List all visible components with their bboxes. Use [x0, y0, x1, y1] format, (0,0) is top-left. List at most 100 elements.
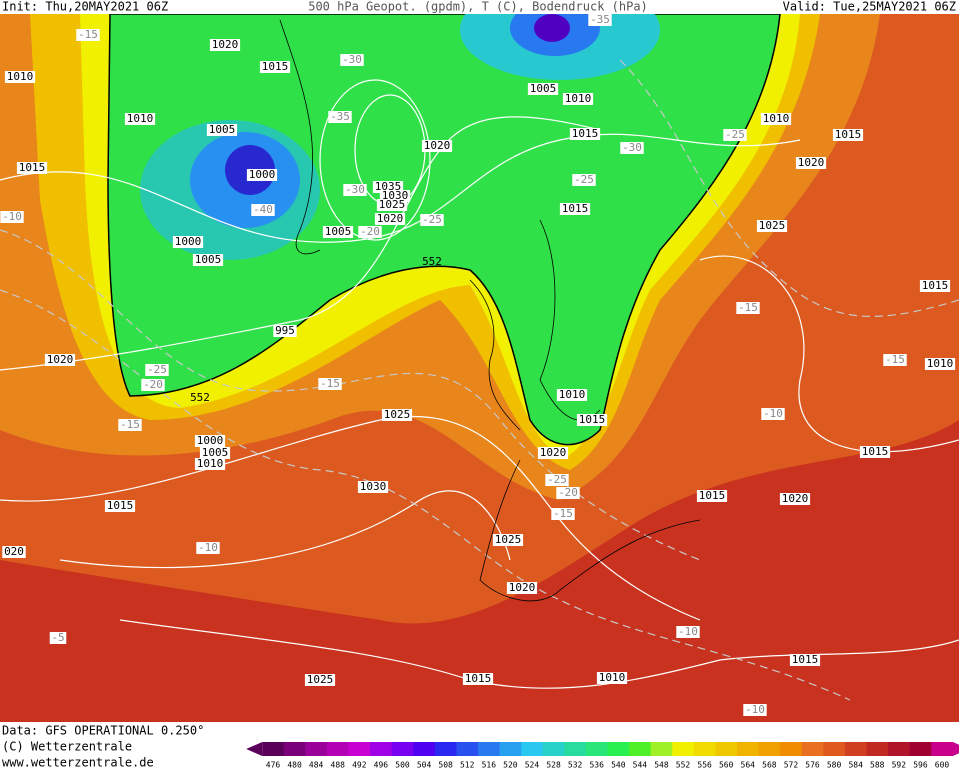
temperature-label-box — [556, 487, 580, 499]
isobar-label-box — [376, 199, 408, 211]
colorbar-label: 524 — [525, 761, 540, 770]
copyright-text: (C) Wetterzentrale — [2, 740, 132, 754]
isobar-label: 1010 — [124, 112, 156, 125]
colorbar-label: 520 — [503, 761, 518, 770]
isobar-label-box — [246, 169, 278, 181]
isobar-label: 1015 — [559, 202, 591, 215]
temperature-label-box — [76, 29, 100, 41]
colorbar-swatch — [888, 742, 911, 756]
colorbar-swatch — [326, 742, 350, 756]
isobar-label: 1000 — [172, 235, 204, 248]
isobar-label-box — [357, 481, 389, 493]
temperature-label-box — [145, 364, 169, 376]
temperature-label: -40 — [251, 203, 275, 216]
colorbar-label: 564 — [741, 761, 756, 770]
isobar-label-text: 1020 — [509, 581, 536, 594]
colorbar-swatch — [521, 742, 544, 756]
isobar-label: 1010 — [4, 70, 36, 83]
temperature-label-text: -15 — [553, 507, 573, 520]
height-label-text: 552 — [190, 391, 210, 404]
isobar-label-box — [421, 140, 453, 152]
temperature-label: -20 — [141, 378, 165, 391]
map: 1020101510101010100510151000100010051005… — [0, 0, 959, 722]
isobar-label-text: 1015 — [465, 672, 492, 685]
isobar-label-text: 1015 — [699, 489, 726, 502]
isobar-label: 1010 — [556, 388, 588, 401]
isobar-label-box — [506, 582, 538, 594]
colorbar-swatch — [391, 742, 414, 756]
isobar-label-box — [16, 162, 48, 174]
isobar-label-box — [194, 458, 226, 470]
temperature-label-box — [343, 184, 367, 196]
isobar-label-text: 1020 — [540, 446, 567, 459]
temperature-label-text: -40 — [253, 203, 273, 216]
isobar-label-box — [4, 71, 36, 83]
colorbar-swatch — [758, 742, 781, 756]
isobar-label-box — [576, 414, 608, 426]
colorbar-label: 484 — [309, 761, 324, 770]
temperature-label: -25 — [145, 363, 169, 376]
colorbar-label: 568 — [762, 761, 777, 770]
colorbar-swatch — [823, 742, 846, 756]
colorbar-swatch — [585, 742, 608, 756]
temperature-label-box — [551, 508, 575, 520]
isobar-label: 1005 — [199, 446, 231, 459]
colorbar-swatch — [650, 742, 673, 756]
temperature-label: -5 — [49, 631, 67, 644]
isobar-label-box — [756, 220, 788, 232]
temperature-label-text: -30 — [342, 53, 362, 66]
isobar-label-box — [832, 129, 864, 141]
height-label: 552 — [422, 255, 442, 268]
isobar-label: 1015 — [104, 499, 136, 512]
temperature-label-box — [340, 54, 364, 66]
isobar-label-text: 1015 — [19, 161, 46, 174]
colorbar-label: 556 — [697, 761, 712, 770]
temperature-label: -10 — [761, 407, 785, 420]
isobar-label: 1010 — [596, 671, 628, 684]
temperature-label-box — [743, 704, 767, 716]
isobar-label-text: 1020 — [782, 492, 809, 505]
isobar-label: 1015 — [462, 672, 494, 685]
colorbar-label: 548 — [654, 761, 669, 770]
colorbar-swatch — [801, 742, 824, 756]
isobar-label-text: 1020 — [47, 353, 74, 366]
isobar-label: 1015 — [696, 489, 728, 502]
colorbar-swatch — [370, 742, 393, 756]
temperature-label-box — [118, 419, 142, 431]
temperature-label-box — [723, 129, 747, 141]
isobar-label: 1020 — [795, 156, 827, 169]
temperature-label: -10 — [743, 703, 767, 716]
temperature-label: -25 — [572, 173, 596, 186]
isobar-label-text: 1015 — [835, 128, 862, 141]
colorbar-swatch — [348, 742, 371, 756]
isobar-label-box — [795, 157, 827, 169]
isobar-label-text: 1005 — [325, 225, 352, 238]
temperature-label: -25 — [545, 473, 569, 486]
isobar-label: 1020 — [421, 139, 453, 152]
low-north-core — [534, 14, 570, 42]
colorbar-label: 476 — [266, 761, 281, 770]
temperature-label-text: -35 — [330, 110, 350, 123]
colorbar-swatch — [434, 742, 457, 756]
colorbar-label: 588 — [870, 761, 885, 770]
isobar-label-text: 1025 — [759, 219, 786, 232]
isobar-label: 1030 — [357, 480, 389, 493]
temperature-label: -35 — [588, 13, 612, 26]
isobar-label-box — [192, 254, 224, 266]
isobar-label-box — [44, 354, 76, 366]
isobar-label-box — [556, 389, 588, 401]
colorbar-swatch — [499, 742, 522, 756]
isobar-label: 1020 — [374, 212, 406, 225]
temperature-label-text: -15 — [320, 377, 340, 390]
colorbar-swatch — [693, 742, 716, 756]
isobar-label-text: 1020 — [424, 139, 451, 152]
isobar-label-box — [779, 493, 811, 505]
temperature-label-box — [318, 378, 342, 390]
colorbar-swatch — [283, 742, 306, 756]
colorbar-swatch — [456, 742, 479, 756]
temperature-label-box — [196, 542, 220, 554]
temperature-label-text: -15 — [885, 353, 905, 366]
isobar-label: 1020 — [506, 581, 538, 594]
colorbar-label: 512 — [460, 761, 475, 770]
